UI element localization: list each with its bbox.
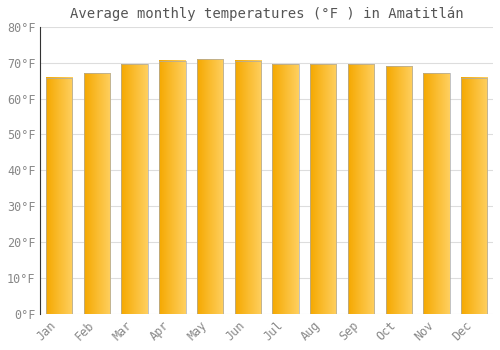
Bar xyxy=(84,74,110,314)
Bar xyxy=(197,59,224,314)
Bar xyxy=(122,64,148,314)
Bar xyxy=(46,78,72,314)
Bar xyxy=(348,64,374,314)
Bar xyxy=(159,61,186,314)
Title: Average monthly temperatures (°F ) in Amatitlán: Average monthly temperatures (°F ) in Am… xyxy=(70,7,464,21)
Bar xyxy=(461,78,487,314)
Bar xyxy=(310,64,336,314)
Bar xyxy=(386,66,412,314)
Bar xyxy=(272,64,299,314)
Bar xyxy=(234,61,261,314)
Bar xyxy=(424,74,450,314)
